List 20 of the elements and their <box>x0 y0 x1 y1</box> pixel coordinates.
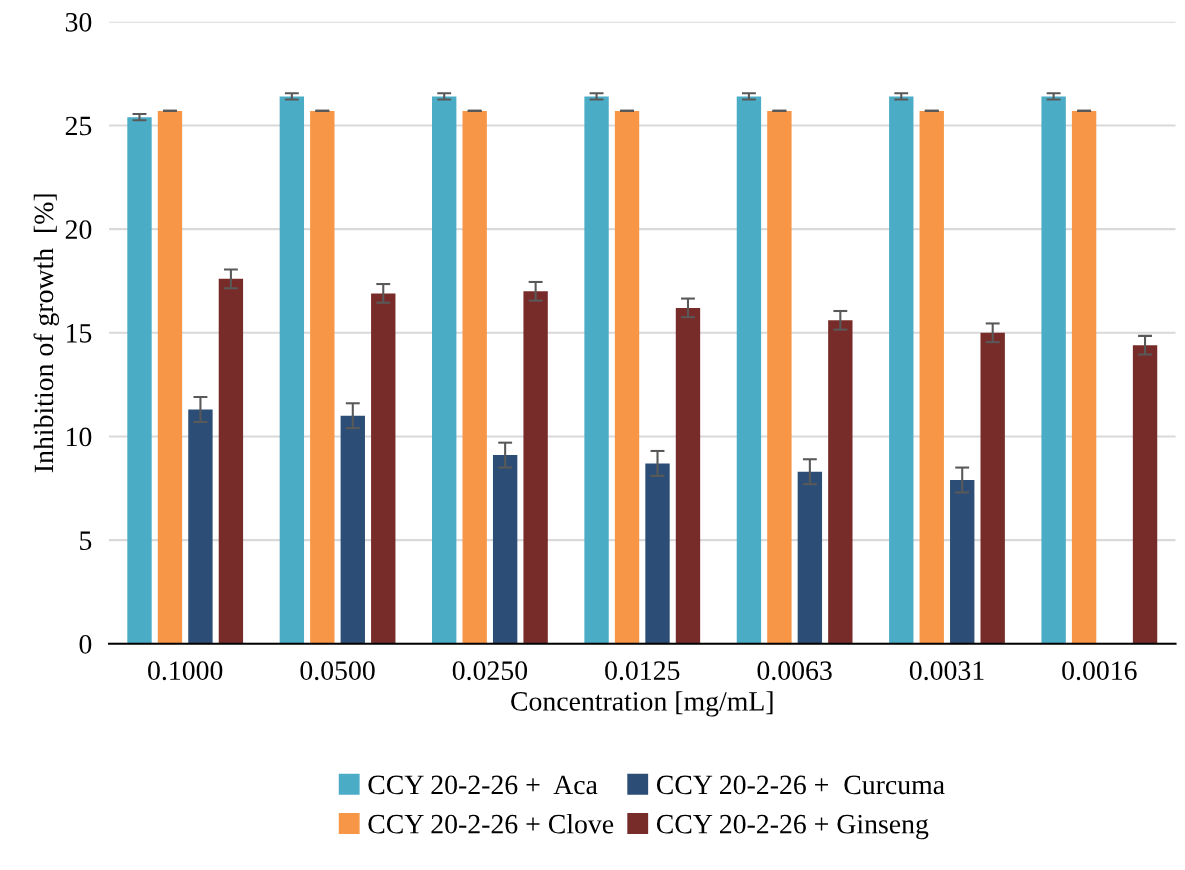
x-tick-label: 0.0063 <box>757 661 832 681</box>
y-tick-label: 10 <box>67 427 92 447</box>
x-tick-label: 0.0125 <box>605 661 680 681</box>
y-tick-label: 15 <box>67 324 92 343</box>
legend-label: CCY 20-2-26 + Aca <box>368 775 598 795</box>
x-tick-label: 0.1000 <box>148 661 223 681</box>
x-tick-label: 0.0250 <box>452 661 528 681</box>
y-tick-label: 5 <box>80 531 92 551</box>
x-tick-label: 0.0500 <box>300 661 375 681</box>
legend-label: CCY 20-2-26 + Curcuma <box>656 775 945 795</box>
x-axis-title: Concentration [mg/mL] <box>511 691 773 717</box>
legend-label: CCY 20-2-26 + Ginseng <box>656 814 929 840</box>
y-tick-label: 30 <box>65 12 92 32</box>
y-tick-label: 20 <box>65 220 92 240</box>
x-tick-label: 0.0016 <box>1062 661 1137 681</box>
x-tick-label: 0.0031 <box>909 661 984 681</box>
legend-label: CCY 20-2-26 + Clove <box>368 813 614 834</box>
y-axis-title: Inhibition of growth [%] <box>33 194 60 473</box>
y-tick-label: 0 <box>79 634 92 654</box>
y-tick-label: 25 <box>65 116 92 136</box>
